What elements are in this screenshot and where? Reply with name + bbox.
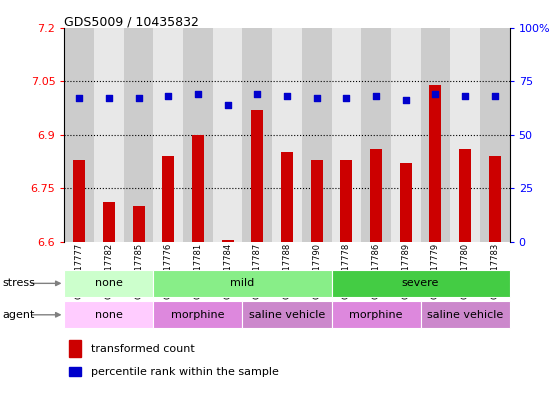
Bar: [489, 156, 501, 242]
Point: [431, 91, 440, 97]
Text: morphine: morphine: [171, 310, 225, 320]
Bar: [64, 28, 94, 242]
Point: [105, 95, 114, 101]
Bar: [361, 28, 391, 242]
Bar: [69, 340, 81, 357]
Bar: [430, 84, 441, 242]
Point: [134, 95, 143, 101]
Bar: [242, 301, 332, 328]
Bar: [340, 160, 352, 242]
Text: agent: agent: [3, 310, 35, 320]
Text: stress: stress: [3, 278, 36, 288]
Point: [342, 95, 351, 101]
Text: transformed count: transformed count: [91, 344, 195, 354]
Point: [194, 91, 203, 97]
Bar: [459, 149, 471, 242]
Bar: [302, 28, 332, 242]
Bar: [450, 28, 480, 242]
Point: [164, 93, 173, 99]
Bar: [480, 28, 510, 242]
Bar: [242, 28, 272, 242]
Text: saline vehicle: saline vehicle: [427, 310, 503, 320]
Point: [223, 101, 232, 108]
Bar: [332, 270, 510, 297]
Point: [282, 93, 291, 99]
Text: severe: severe: [402, 278, 439, 288]
Bar: [272, 28, 302, 242]
Bar: [124, 28, 153, 242]
Bar: [94, 28, 124, 242]
Point: [460, 93, 469, 99]
Bar: [400, 163, 412, 242]
Bar: [332, 301, 421, 328]
Point: [491, 93, 500, 99]
Bar: [183, 28, 213, 242]
Point: [312, 95, 321, 101]
Bar: [133, 206, 144, 242]
Point: [372, 93, 381, 99]
Bar: [311, 160, 323, 242]
Bar: [332, 28, 361, 242]
Text: none: none: [95, 310, 123, 320]
Text: none: none: [95, 278, 123, 288]
Bar: [153, 301, 242, 328]
Bar: [391, 28, 421, 242]
Bar: [103, 202, 115, 242]
Bar: [64, 301, 153, 328]
Text: percentile rank within the sample: percentile rank within the sample: [91, 367, 279, 377]
Bar: [213, 28, 242, 242]
Bar: [251, 110, 263, 242]
Bar: [192, 134, 204, 242]
Text: mild: mild: [230, 278, 255, 288]
Bar: [64, 270, 153, 297]
Point: [253, 91, 262, 97]
Bar: [421, 28, 450, 242]
Point: [401, 97, 410, 103]
Bar: [153, 28, 183, 242]
Point: [75, 95, 84, 101]
Bar: [73, 160, 85, 242]
Bar: [162, 156, 174, 242]
Bar: [421, 301, 510, 328]
Bar: [370, 149, 382, 242]
Bar: [69, 367, 81, 376]
Text: GDS5009 / 10435832: GDS5009 / 10435832: [64, 16, 199, 29]
Text: saline vehicle: saline vehicle: [249, 310, 325, 320]
Bar: [281, 152, 293, 242]
Text: morphine: morphine: [349, 310, 403, 320]
Bar: [222, 240, 234, 242]
Bar: [153, 270, 332, 297]
